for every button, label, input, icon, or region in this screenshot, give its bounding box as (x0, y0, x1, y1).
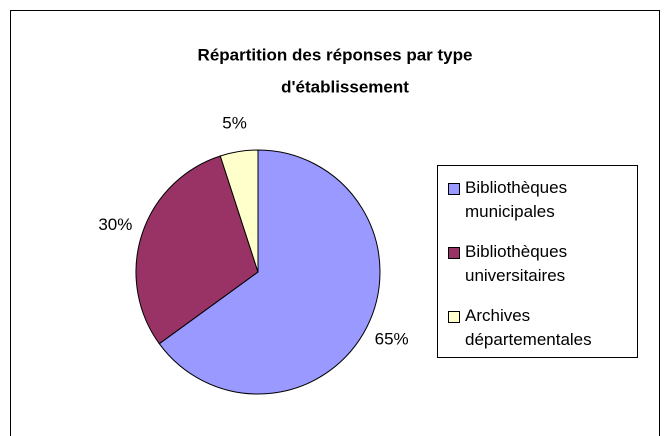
legend-item: Archives départementales (448, 304, 631, 352)
legend-swatch (448, 183, 460, 195)
legend-item: Bibliothèques municipales (448, 176, 631, 224)
chart-title: Répartition des réponses par type (198, 45, 473, 64)
pie-slice (158, 149, 381, 395)
legend-label: Bibliothèques universitaires (465, 242, 568, 285)
legend-label: Archives départementales (465, 306, 592, 349)
pie-slice (135, 155, 259, 345)
chart-title: d'établissement (281, 77, 409, 96)
data-label: 30% (98, 215, 132, 234)
data-label: 65% (375, 330, 409, 349)
data-label: 5% (222, 113, 247, 132)
legend: Bibliothèques municipales Bibliothèques u… (437, 165, 638, 358)
pie-slice (219, 149, 259, 273)
legend-item: Bibliothèques universitaires (448, 240, 631, 288)
legend-label: Bibliothèques municipales (465, 178, 568, 221)
legend-swatch (448, 311, 460, 323)
legend-swatch (448, 247, 460, 259)
